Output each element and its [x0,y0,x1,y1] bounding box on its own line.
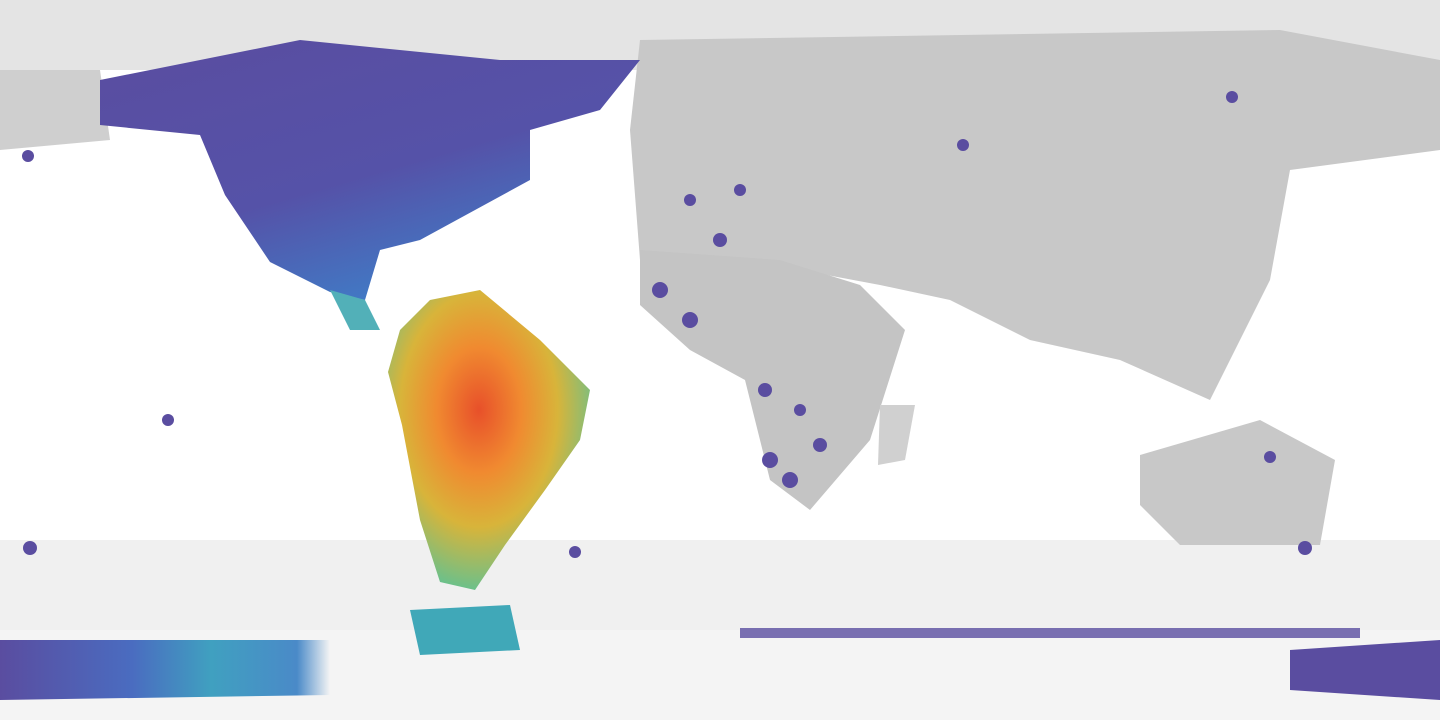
africa-points [22,91,1312,558]
antarctic-peninsula [410,605,520,655]
south-america [388,290,590,590]
hex [682,312,698,328]
hex [652,282,668,298]
hex [1298,541,1312,555]
alaska [0,70,110,150]
madagascar [878,405,915,465]
hex [23,541,37,555]
hex [957,139,969,151]
hex [758,383,772,397]
hex [1226,91,1238,103]
hex [813,438,827,452]
hex [1264,451,1276,463]
hex [794,404,806,416]
antarctic-coast [740,628,1360,638]
hex [22,150,34,162]
hex [782,472,798,488]
eurasia [630,30,1440,400]
hex [734,184,746,196]
southern-ocean-band [0,540,1440,630]
central-america [330,290,380,330]
hex [713,233,727,247]
north-america [100,40,640,300]
australia [1140,420,1335,545]
antarctica-west [0,640,660,700]
antarctica-east [1290,640,1440,700]
hex [162,414,174,426]
hex [762,452,778,468]
hex [684,194,696,206]
hex [569,546,581,558]
africa [640,250,905,510]
